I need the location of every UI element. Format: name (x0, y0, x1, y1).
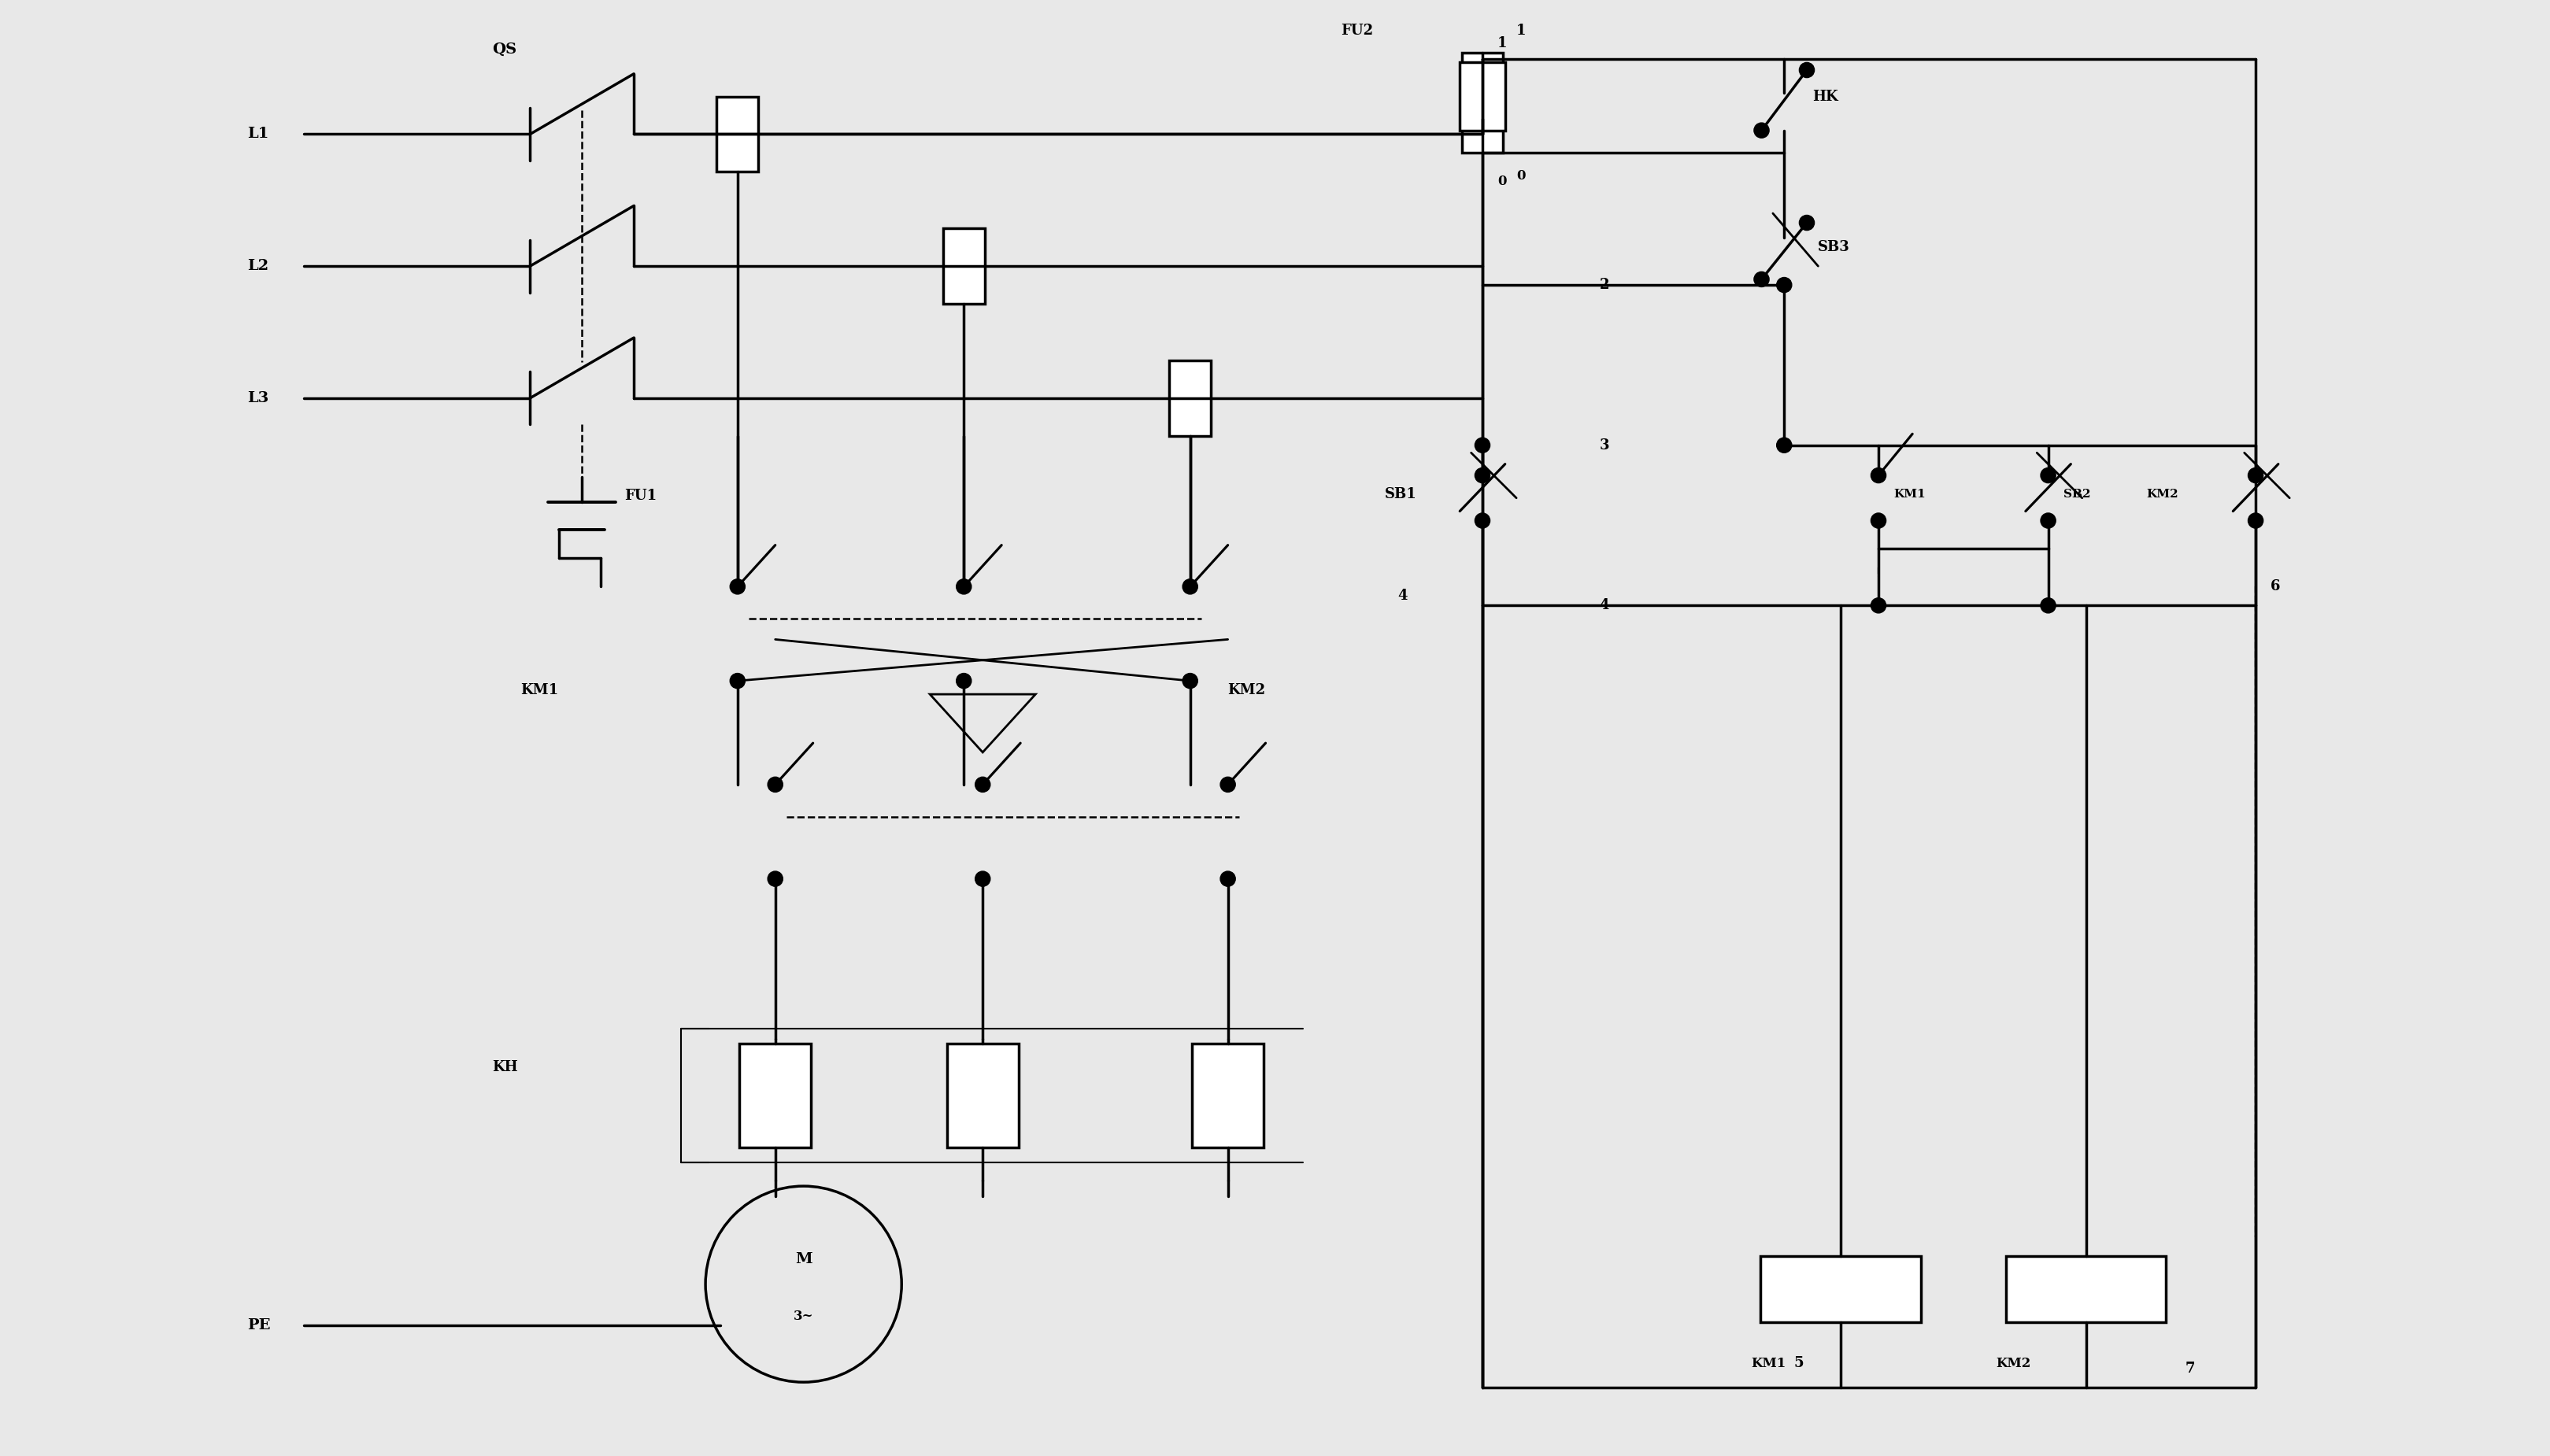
Circle shape (1777, 278, 1793, 293)
Bar (1461, 87, 1502, 153)
Text: QS: QS (492, 42, 518, 57)
Text: L2: L2 (247, 259, 268, 274)
Circle shape (1474, 467, 1489, 483)
Bar (2007, 1257, 2165, 1322)
Circle shape (1777, 438, 1793, 453)
Circle shape (1221, 871, 1234, 887)
Circle shape (768, 778, 783, 792)
Text: PE: PE (247, 1319, 270, 1332)
Bar (946, 1044, 1017, 1147)
Text: SB1: SB1 (1385, 488, 1415, 501)
Text: 1: 1 (1517, 23, 1527, 38)
Circle shape (1474, 438, 1489, 453)
Circle shape (956, 673, 972, 689)
Circle shape (2249, 513, 2264, 529)
Text: KM2: KM2 (1229, 683, 1265, 697)
Bar (740, 1044, 811, 1147)
Circle shape (1183, 673, 1198, 689)
Circle shape (729, 579, 745, 594)
Text: SB2: SB2 (2063, 489, 2091, 499)
Text: KH: KH (492, 1060, 518, 1075)
Circle shape (2040, 598, 2055, 613)
Text: FU1: FU1 (625, 489, 658, 504)
Bar (1191, 1044, 1265, 1147)
Text: 1: 1 (1497, 36, 1507, 51)
Circle shape (2040, 467, 2055, 483)
Text: 0: 0 (1497, 175, 1507, 188)
Text: M: M (796, 1252, 811, 1267)
Bar (1461, 52, 1502, 119)
Text: 3~: 3~ (793, 1309, 813, 1324)
Circle shape (768, 871, 783, 887)
Text: L3: L3 (247, 392, 268, 405)
Circle shape (1800, 215, 1816, 230)
Circle shape (1754, 122, 1770, 138)
Text: 5: 5 (1793, 1356, 1803, 1370)
Text: KM1: KM1 (1752, 1357, 1785, 1370)
Circle shape (1754, 272, 1770, 287)
Text: 6: 6 (2270, 579, 2280, 594)
Text: 0: 0 (1517, 169, 1525, 182)
Circle shape (1221, 778, 1234, 792)
Text: HK: HK (1813, 89, 1839, 103)
Text: 4: 4 (1397, 588, 1408, 603)
Text: 7: 7 (2185, 1361, 2196, 1376)
Text: FU2: FU2 (1341, 23, 1374, 38)
Circle shape (1872, 513, 1887, 529)
Text: KM1: KM1 (520, 683, 558, 697)
Text: SB3: SB3 (1818, 240, 1851, 255)
Circle shape (2040, 513, 2055, 529)
Text: 4: 4 (1599, 598, 1609, 613)
Circle shape (1872, 598, 1887, 613)
Circle shape (2249, 467, 2264, 483)
Circle shape (974, 871, 989, 887)
Text: L1: L1 (247, 127, 268, 141)
Text: KM2: KM2 (1997, 1357, 2032, 1370)
Circle shape (956, 579, 972, 594)
Text: KM2: KM2 (2147, 489, 2178, 499)
Bar (1170, 361, 1211, 435)
Circle shape (1800, 63, 1816, 77)
Circle shape (729, 673, 745, 689)
Bar (1760, 1257, 1920, 1322)
Bar (944, 229, 984, 304)
Text: KM1: KM1 (1895, 489, 1925, 499)
Circle shape (1872, 467, 1887, 483)
Text: 3: 3 (1599, 438, 1609, 453)
Circle shape (1474, 513, 1489, 529)
Bar (717, 96, 757, 172)
Circle shape (974, 778, 989, 792)
Text: 2: 2 (1599, 278, 1609, 293)
Circle shape (1183, 579, 1198, 594)
Bar (1459, 63, 1504, 131)
